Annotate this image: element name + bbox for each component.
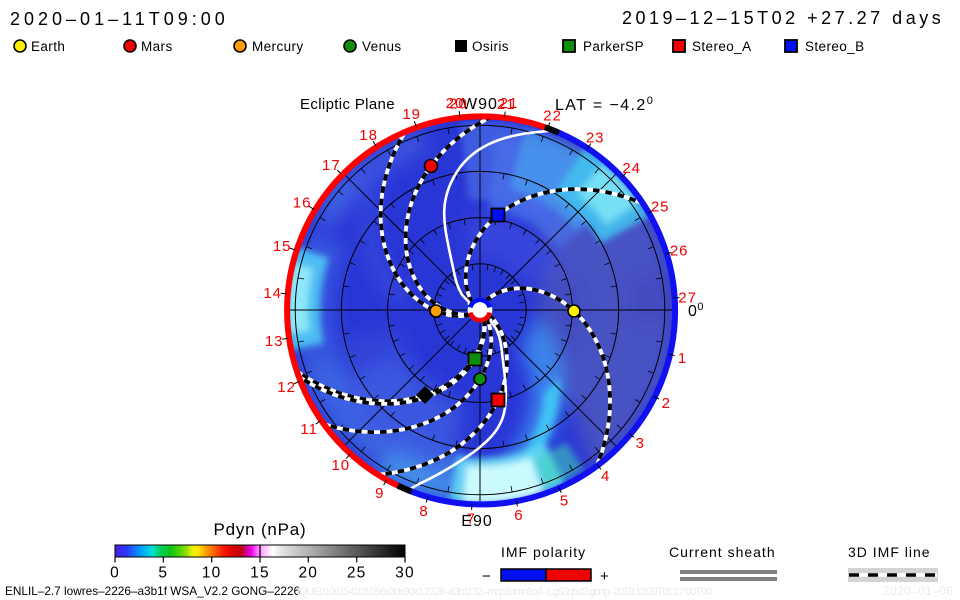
svg-text:W90: W90 (462, 96, 498, 113)
svg-text:5: 5 (158, 565, 168, 582)
svg-text:LAT = −4.20: LAT = −4.20 (555, 95, 654, 114)
svg-text:25: 25 (651, 199, 670, 216)
svg-text:19: 19 (402, 106, 421, 123)
svg-text:Pdyn (nPa): Pdyn (nPa) (213, 520, 306, 539)
svg-text:21: 21 (497, 96, 516, 113)
svg-text:18: 18 (359, 127, 378, 144)
svg-text:2020–01–06: 2020–01–06 (883, 584, 953, 598)
svg-text:Mercury: Mercury (252, 39, 304, 54)
svg-text:2: 2 (662, 395, 671, 412)
svg-text:15: 15 (250, 565, 270, 582)
svg-text:1: 1 (678, 350, 687, 367)
svg-text:2020–01–11T09:00: 2020–01–11T09:00 (10, 9, 229, 29)
svg-text:Earth: Earth (31, 39, 65, 54)
svg-text:20: 20 (298, 565, 318, 582)
svg-text:8: 8 (419, 503, 428, 520)
svg-text:26: 26 (670, 243, 689, 260)
svg-text:13: 13 (265, 333, 284, 350)
svg-text:27: 27 (678, 290, 697, 307)
svg-text:7: 7 (467, 510, 476, 527)
svg-text:Stereo_A: Stereo_A (692, 39, 752, 54)
svg-text:0: 0 (110, 565, 120, 582)
svg-text:10: 10 (202, 565, 222, 582)
svg-text:20: 20 (449, 96, 468, 113)
svg-text:IQUE0106154101/256x30x90x1.222: IQUE0106154101/256x30x90x1.2226–a3b1f.32… (297, 586, 712, 598)
svg-text:2019–12–15T02 +27.27 days: 2019–12–15T02 +27.27 days (622, 8, 944, 28)
svg-text:5: 5 (560, 493, 569, 510)
svg-text:Current sheath: Current sheath (669, 544, 776, 560)
svg-text:6: 6 (514, 507, 523, 524)
svg-text:IMF polarity: IMF polarity (501, 544, 586, 560)
svg-text:Stereo_B: Stereo_B (805, 39, 865, 54)
svg-text:11: 11 (300, 421, 318, 438)
svg-text:Mars: Mars (141, 39, 173, 54)
svg-text:30: 30 (395, 565, 415, 582)
svg-text:4: 4 (601, 468, 610, 485)
svg-text:Ecliptic Plane: Ecliptic Plane (300, 96, 395, 113)
svg-text:15: 15 (273, 238, 292, 255)
svg-text:16: 16 (293, 195, 312, 212)
svg-text:E90: E90 (461, 513, 492, 530)
svg-text:25: 25 (347, 565, 367, 582)
svg-text:Osiris: Osiris (472, 39, 509, 54)
svg-text:24: 24 (622, 160, 641, 177)
svg-text:20: 20 (446, 95, 465, 112)
svg-text:3D IMF line: 3D IMF line (848, 544, 931, 560)
svg-text:3: 3 (636, 435, 645, 452)
svg-text:21: 21 (500, 95, 519, 112)
svg-text:−: − (482, 568, 491, 585)
svg-text:9: 9 (375, 485, 384, 502)
svg-text:23: 23 (586, 129, 605, 146)
svg-text:12: 12 (277, 379, 296, 396)
svg-text:Venus: Venus (362, 39, 402, 54)
svg-text:ParkerSP: ParkerSP (583, 39, 644, 54)
svg-text:22: 22 (543, 108, 562, 125)
svg-text:ENLIL–2.7 lowres–2226–a3b1f WS: ENLIL–2.7 lowres–2226–a3b1f WSA_V2.2 GON… (5, 584, 301, 598)
svg-text:+: + (600, 568, 609, 585)
svg-text:14: 14 (263, 285, 282, 302)
svg-text:17: 17 (322, 157, 341, 174)
svg-text:10: 10 (331, 457, 350, 474)
